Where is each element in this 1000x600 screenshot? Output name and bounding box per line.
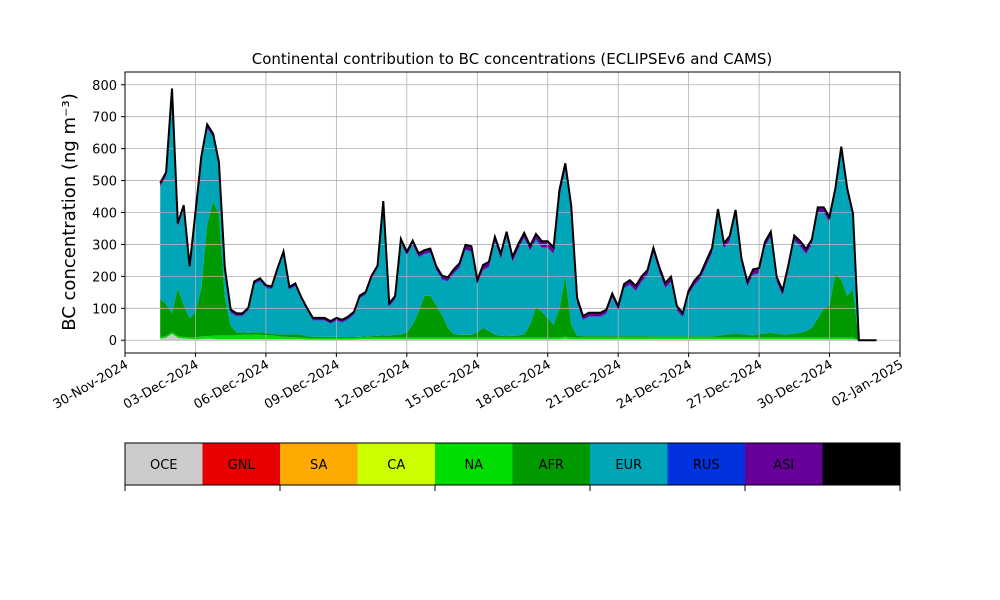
y-tick-label: 500 xyxy=(92,175,117,190)
legend-swatch-na xyxy=(435,443,513,485)
legend-swatch-asi xyxy=(745,443,823,485)
area-na xyxy=(160,332,877,341)
x-tick-label: 09-Dec-2024 xyxy=(262,357,342,412)
x-tick-label: 30-Dec-2024 xyxy=(755,357,835,412)
legend-label: AFR xyxy=(539,458,564,473)
y-axis-label: BC concentration (ng m⁻³) xyxy=(59,93,80,331)
y-tick-label: 400 xyxy=(92,207,117,222)
legend-label: CA xyxy=(387,458,405,473)
x-tick-label: 27-Dec-2024 xyxy=(685,357,765,412)
y-tick-label: 300 xyxy=(92,238,117,253)
legend-frame xyxy=(124,442,901,486)
legend-swatch-rus xyxy=(667,443,745,485)
y-tick-label: 100 xyxy=(92,302,117,317)
legend-label: SA xyxy=(310,458,327,473)
x-tick-label: 30-Nov-2024 xyxy=(51,357,131,412)
legend-swatch-aus xyxy=(822,443,900,485)
legend-label: RUS xyxy=(693,458,720,473)
y-tick-label: 200 xyxy=(92,270,117,285)
y-axis: 0 100 200 300 400 500 600 700 800 xyxy=(92,79,125,349)
x-axis: 30-Nov-202403-Dec-202406-Dec-202409-Dec-… xyxy=(51,353,906,413)
legend-swatch-eur xyxy=(590,443,668,485)
total-concentration-line xyxy=(159,88,877,342)
legend-colorbar: OCE GNL SA CA NA AFR EUR RUS ASI AUS xyxy=(124,442,901,491)
legend-label: GNL xyxy=(228,458,256,473)
legend-label: NA xyxy=(464,458,483,473)
stacked-areas xyxy=(160,88,877,341)
x-tick-label: 24-Dec-2024 xyxy=(614,357,694,412)
x-tick-label: 21-Dec-2024 xyxy=(544,357,624,412)
chart-title: Continental contribution to BC concentra… xyxy=(252,50,773,68)
x-tick-label: 18-Dec-2024 xyxy=(473,357,553,412)
x-tick-label: 06-Dec-2024 xyxy=(192,357,272,412)
legend-swatch-oce xyxy=(125,443,203,485)
y-tick-label: 0 xyxy=(109,334,117,349)
legend-label: EUR xyxy=(615,458,642,473)
x-tick-label: 03-Dec-2024 xyxy=(121,357,201,412)
legend-label: OCE xyxy=(150,458,178,473)
legend-label: AUS xyxy=(848,458,875,473)
x-tick-label: 12-Dec-2024 xyxy=(332,357,412,412)
legend-swatch-sa xyxy=(280,443,358,485)
area-eur xyxy=(160,92,877,341)
x-tick-label: 02-Jan-2025 xyxy=(829,357,906,410)
x-tick-label: 15-Dec-2024 xyxy=(403,357,483,412)
y-tick-label: 800 xyxy=(92,79,117,94)
plot-area xyxy=(124,71,901,354)
y-tick-label: 600 xyxy=(92,143,117,158)
legend-swatch-ca xyxy=(357,443,435,485)
legend-label: ASI xyxy=(773,458,794,473)
area-oce xyxy=(160,333,877,341)
legend-swatch-gnl xyxy=(202,443,280,485)
legend-swatch-afr xyxy=(512,443,590,485)
y-tick-label: 700 xyxy=(92,111,117,126)
